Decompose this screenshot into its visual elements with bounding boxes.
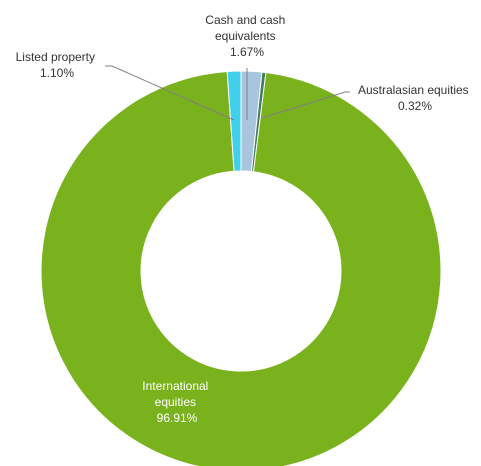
leader-line-listed-property — [105, 65, 235, 121]
slice-label-cash: Cash and cash equivalents 1.67% — [205, 13, 288, 59]
donut-slice-listed-property — [226, 70, 242, 172]
slice-labels: Cash and cash equivalents 1.67% Australa… — [16, 13, 472, 425]
slice-label-australasian: Australasian equities 0.32% — [358, 83, 472, 113]
slice-label-international: International equities 96.91% — [142, 379, 211, 425]
donut-slice-international-equities — [40, 70, 442, 466]
leader-lines — [105, 65, 350, 121]
donut-slices — [40, 70, 442, 466]
slice-label-listed-property: Listed property 1.10% — [16, 50, 99, 80]
leader-line-australasian — [261, 91, 350, 119]
